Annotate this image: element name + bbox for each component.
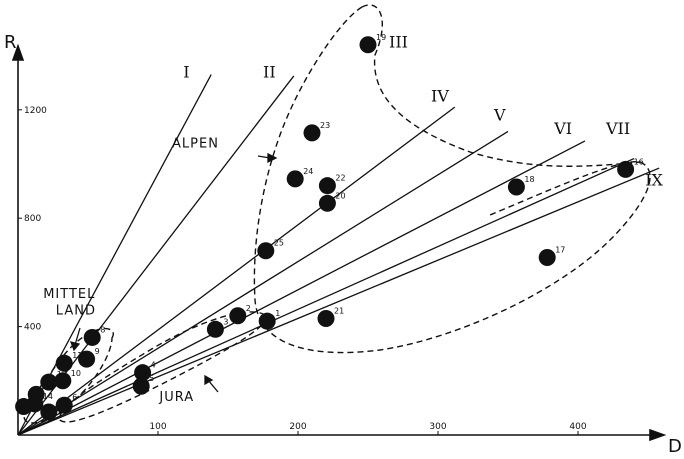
- region-ellipse-alpen-top: [361, 4, 641, 167]
- region-label-jura: JURA: [158, 390, 194, 405]
- data-point: [40, 403, 58, 421]
- line-label-v: V: [493, 106, 506, 125]
- x-tick-label: 200: [289, 422, 306, 432]
- data-point-label: 14: [43, 392, 53, 401]
- jura-arrow-head: [204, 374, 214, 386]
- reference-line-ix: [17, 167, 660, 436]
- x-axis-title: D: [668, 436, 682, 457]
- data-point-label: 16: [634, 157, 644, 166]
- region-ellipse-jura: [59, 311, 267, 423]
- alpen-arrow-head: [267, 152, 278, 164]
- x-tick-label: 100: [149, 422, 166, 432]
- alpen-arrow: [257, 152, 278, 164]
- data-point-label: 23: [320, 121, 330, 130]
- data-point: [258, 312, 276, 330]
- data-point-label: 8: [100, 325, 105, 334]
- y-tick-label: 1200: [24, 106, 47, 116]
- region-label-land: LAND: [56, 303, 96, 318]
- data-point-label: 12: [57, 370, 67, 379]
- data-point-label: 17: [555, 245, 565, 254]
- data-point: [257, 242, 275, 260]
- data-point-label: 15: [32, 395, 42, 404]
- line-label-vi: VI: [553, 119, 572, 138]
- region-ellipse-alpen-left: [253, 6, 651, 354]
- data-point-label: 9: [95, 347, 100, 356]
- data-point-label: 11: [72, 351, 82, 360]
- data-point: [303, 124, 321, 142]
- data-point: [132, 377, 150, 395]
- y-tick-label: 800: [24, 214, 41, 224]
- data-point: [40, 373, 58, 391]
- data-point-label: 1: [275, 309, 280, 318]
- y-axis-title: R: [4, 32, 17, 53]
- data-point-label: 22: [335, 174, 345, 183]
- y-axis-arrow: [11, 43, 25, 61]
- mittelland-arrow: [69, 327, 81, 352]
- line-label-ii: II: [263, 62, 276, 81]
- reference-line-v: [17, 130, 509, 436]
- region-label-mittel: MITTEL: [43, 287, 95, 302]
- data-point: [359, 36, 377, 54]
- line-label-iv: IV: [431, 87, 449, 106]
- reference-line-iv: [17, 106, 456, 436]
- data-point: [286, 170, 304, 188]
- data-point-label: 4: [151, 361, 156, 370]
- data-point-label: 21: [334, 306, 344, 315]
- data-point: [134, 364, 152, 382]
- tick-labels: 100 200 300 400 400 800 1200: [24, 106, 587, 432]
- mittelland-arrow-line: [74, 327, 81, 346]
- data-point: [54, 372, 72, 390]
- data-point: [538, 248, 556, 266]
- data-point-label: 20: [335, 191, 345, 200]
- data-point-label: 3: [223, 317, 228, 326]
- data-point-label: 13: [44, 382, 54, 391]
- data-point: [55, 354, 73, 372]
- y-tick-label: 400: [24, 323, 41, 333]
- data-point-label: 25: [274, 239, 284, 248]
- data-point: [507, 178, 525, 196]
- data-point-label: 10: [71, 369, 81, 378]
- x-tick-label: 400: [569, 422, 586, 432]
- line-label-iii: III: [389, 32, 408, 51]
- x-tick-label: 300: [429, 422, 446, 432]
- data-point: [617, 160, 635, 178]
- data-point: [229, 307, 247, 325]
- region-label-alpen: ALPEN: [172, 137, 219, 152]
- mittelland-arrow-head: [69, 341, 81, 352]
- data-point-label: 5: [149, 374, 154, 383]
- line-label-ix: IX: [645, 171, 663, 190]
- jura-arrow: [204, 374, 219, 393]
- data-point-label: 24: [303, 167, 313, 176]
- data-point: [317, 309, 335, 327]
- tick-marks: [18, 109, 579, 435]
- data-point-label: 6: [72, 393, 77, 402]
- data-point: [78, 350, 96, 368]
- data-point-label: 18: [524, 175, 534, 184]
- data-point: [318, 194, 336, 212]
- data-point: [318, 177, 336, 195]
- data-point: [15, 398, 33, 416]
- axes: [11, 43, 667, 442]
- x-axis-arrow: [649, 428, 667, 442]
- data-points: 1234567891011121314151617181920212223242…: [15, 33, 644, 421]
- data-point-label: 7: [57, 400, 62, 409]
- data-point-label: 2: [246, 304, 251, 313]
- data-point: [206, 320, 224, 338]
- reference-line-vi: [17, 140, 586, 436]
- line-label-vii: VII: [605, 119, 630, 138]
- data-point: [55, 396, 73, 414]
- line-label-i: I: [183, 62, 189, 81]
- reference-line-vii: [17, 157, 635, 436]
- data-point-label: 19: [376, 33, 386, 42]
- data-point: [83, 328, 101, 346]
